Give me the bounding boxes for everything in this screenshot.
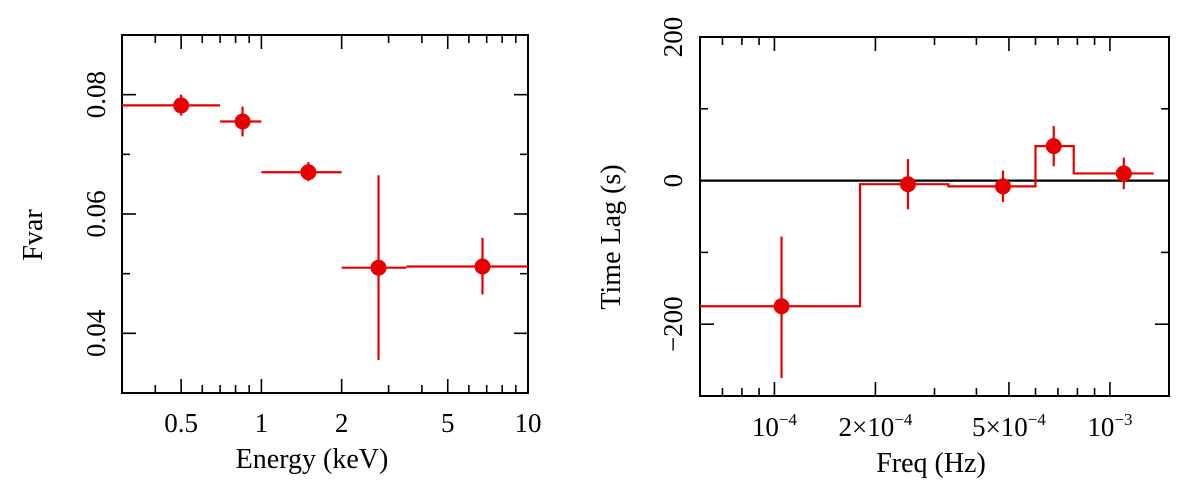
timelag-series (700, 126, 1154, 379)
fvar-x-tick-label: 1 (255, 408, 269, 438)
timelag-data-point (899, 159, 916, 210)
timelag-xlabel: Freq (Hz) (876, 448, 986, 479)
timelag-y-tick-label: 0 (658, 174, 688, 188)
fvar-ticks: 0.5 1 2 5 10 0.04 0.06 0.08 (81, 34, 542, 438)
fvar-y-tick-label: 0.04 (81, 309, 111, 357)
fvar-marker (300, 164, 317, 181)
fvar-xlabel: Energy (keV) (236, 444, 389, 475)
fvar-x-tick-label: 0.5 (164, 408, 198, 438)
fvar-y-tick-label: 0.06 (81, 190, 111, 237)
fvar-marker (474, 258, 491, 275)
timelag-data-point (1045, 126, 1062, 167)
fvar-marker (370, 259, 387, 276)
timelag-data-point (994, 170, 1011, 203)
timelag-y-tick-label: 200 (658, 17, 688, 58)
timelag-ticks: 10−4 2×10−4 5×10−4 10−3 −200 0 200 (658, 17, 1169, 442)
timelag-x-tick-label: 10−4 (752, 410, 798, 442)
fvar-data-point (261, 162, 342, 182)
timelag-marker (994, 178, 1011, 195)
timelag-x-tick-label: 5×10−4 (972, 410, 1046, 442)
timelag-x-tick-label: 2×10−4 (839, 410, 913, 442)
fvar-y-tick-label: 0.08 (81, 71, 111, 118)
timelag-marker (1045, 138, 1062, 155)
fvar-data-point (122, 94, 221, 116)
timelag-ylabel: Time Lag (s) (596, 164, 627, 309)
fvar-data-point (341, 175, 407, 361)
timelag-step-line (700, 145, 1154, 308)
fvar-x-tick-label: 2 (335, 408, 349, 438)
fvar-x-tick-label: 10 (515, 408, 542, 438)
fvar-data-point (406, 237, 528, 295)
timelag-marker (899, 176, 916, 193)
timelag-x-tick-label: 10−3 (1087, 410, 1132, 442)
fvar-data-point (220, 106, 262, 137)
timelag-data-point (1115, 157, 1132, 190)
timelag-y-tick-label: −200 (658, 296, 688, 352)
fvar-ylabel: Fvar (18, 209, 49, 261)
timelag-data-point (773, 236, 790, 379)
timelag-panel: 10−4 2×10−4 5×10−4 10−3 −200 0 200 Freq (Hz) T… (596, 17, 1170, 479)
fvar-panel: 0.5 1 2 5 10 0.04 0.06 0.08 Energy (keV) Fvar (18, 34, 542, 475)
fvar-x-tick-label: 5 (441, 408, 455, 438)
timelag-plot-frame (699, 36, 1170, 397)
timelag-marker (1115, 165, 1132, 182)
fvar-plot-frame (121, 34, 529, 394)
fvar-marker (234, 113, 251, 130)
fvar-series (122, 94, 528, 361)
fvar-marker (173, 97, 190, 114)
timelag-marker (773, 298, 790, 315)
